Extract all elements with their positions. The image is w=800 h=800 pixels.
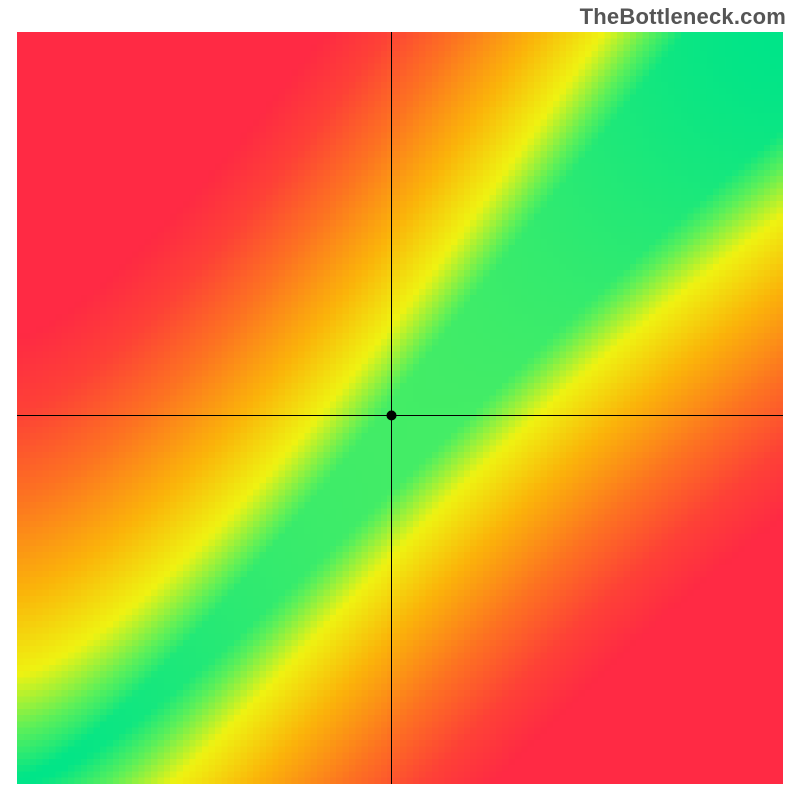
crosshair-overlay	[17, 32, 783, 784]
chart-container: TheBottleneck.com	[0, 0, 800, 800]
watermark-text: TheBottleneck.com	[580, 4, 786, 30]
